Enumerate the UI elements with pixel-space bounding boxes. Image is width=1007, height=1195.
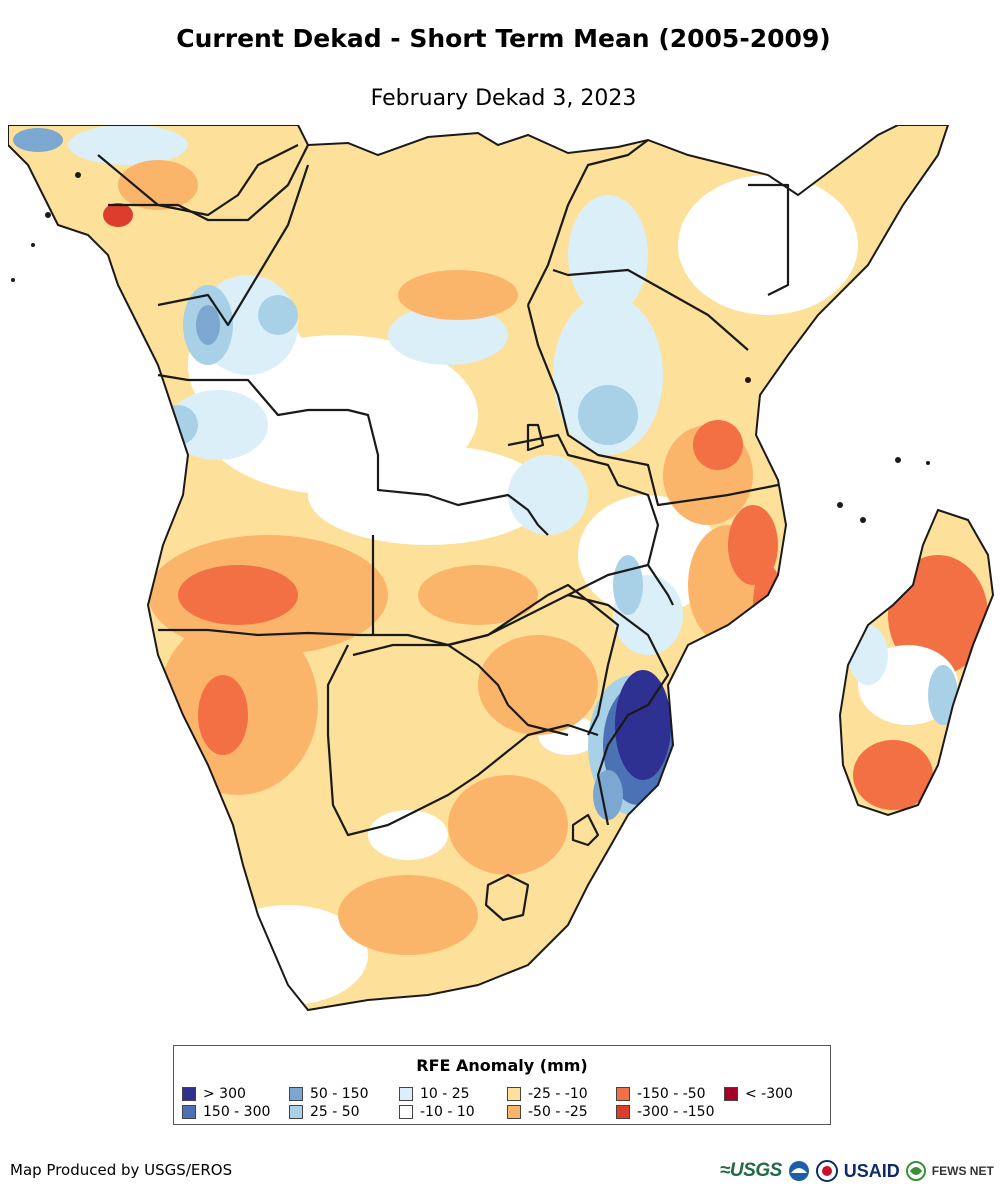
legend-label: -300 - -150 xyxy=(637,1104,715,1120)
agency-logos: ≈USGS USAID FEWS NET xyxy=(720,1157,994,1185)
legend-item: -300 - -150 xyxy=(616,1104,715,1120)
legend-item: < -300 xyxy=(724,1086,793,1102)
legend-item: -25 - -10 xyxy=(507,1086,588,1102)
legend-item: 25 - 50 xyxy=(289,1104,360,1120)
map-subtitle: February Dekad 3, 2023 xyxy=(370,86,637,111)
legend-label: 150 - 300 xyxy=(203,1104,271,1120)
legend-title: RFE Anomaly (mm) xyxy=(416,1056,588,1075)
legend-label: -25 - -10 xyxy=(528,1086,588,1102)
usgs-logo: ≈USGS xyxy=(720,1160,782,1181)
legend-label: 10 - 25 xyxy=(420,1086,470,1102)
legend-swatch xyxy=(289,1105,303,1119)
legend-item: -150 - -50 xyxy=(616,1086,706,1102)
legend-item: > 300 xyxy=(182,1086,246,1102)
legend-swatch xyxy=(507,1087,521,1101)
legend-swatch xyxy=(507,1105,521,1119)
madagascar-outline xyxy=(838,508,995,817)
legend-swatch xyxy=(724,1087,738,1101)
rainfall-anomaly-map xyxy=(8,125,995,1011)
madagascar-anomaly-field xyxy=(840,510,993,815)
fews-net-logo: FEWS NET xyxy=(931,1164,994,1178)
country-borders xyxy=(97,139,790,922)
legend-swatch xyxy=(399,1087,413,1101)
legend-label: < -300 xyxy=(745,1086,793,1102)
legend-item: 10 - 25 xyxy=(399,1086,470,1102)
map-title: Current Dekad - Short Term Mean (2005-20… xyxy=(176,24,831,53)
legend-label: 25 - 50 xyxy=(310,1104,360,1120)
legend-label: > 300 xyxy=(203,1086,246,1102)
legend-label: -50 - -25 xyxy=(528,1104,588,1120)
legend-item: -50 - -25 xyxy=(507,1104,588,1120)
islands xyxy=(11,172,930,523)
legend-swatch xyxy=(399,1105,413,1119)
legend-swatch xyxy=(616,1105,630,1119)
usaid-logo: USAID xyxy=(843,1160,900,1181)
fews-globe-icon xyxy=(905,1161,926,1181)
legend-item: -10 - 10 xyxy=(399,1104,475,1120)
legend-label: -150 - -50 xyxy=(637,1086,706,1102)
legend-label: 50 - 150 xyxy=(310,1086,369,1102)
legend-swatch xyxy=(182,1087,196,1101)
legend-label: -10 - 10 xyxy=(420,1104,475,1120)
legend-item: 150 - 300 xyxy=(182,1104,270,1120)
usaid-seal-icon xyxy=(815,1160,838,1182)
legend-item: 50 - 150 xyxy=(289,1086,369,1102)
credit-text: Map Produced by USGS/EROS xyxy=(10,1161,233,1179)
legend-swatch xyxy=(616,1087,630,1101)
legend-swatch xyxy=(289,1087,303,1101)
legend-swatch xyxy=(182,1105,196,1119)
legend: RFE Anomaly (mm) > 300 150 - 300 50 - 150 2… xyxy=(173,1045,831,1125)
noaa-logo-icon xyxy=(788,1161,809,1181)
